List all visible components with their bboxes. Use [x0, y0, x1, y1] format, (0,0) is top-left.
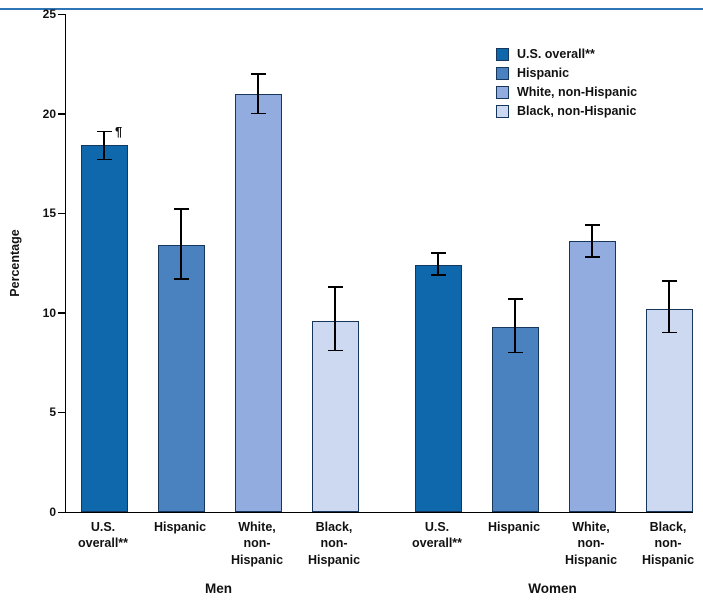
bar-men-hispanic	[157, 245, 205, 512]
y-tick-mark-20	[58, 113, 65, 115]
error-bar-men-black-non-hispanic	[334, 286, 336, 351]
y-tick-label-5: 5	[49, 405, 56, 420]
bar-men-u-s-overall	[80, 145, 128, 512]
x-tick-label-men-white-non-hispanic: White, non- Hispanic	[230, 520, 284, 567]
error-cap-low-men-black-non-hispanic	[327, 349, 343, 352]
y-tick-mark-25	[58, 13, 65, 15]
bar-women-white-non-hispanic	[568, 241, 616, 512]
y-tick-mark-10	[58, 312, 65, 314]
error-cap-high-women-hispanic	[507, 298, 523, 300]
error-cap-low-men-white-non-hispanic	[250, 112, 266, 115]
bar-women-black-non-hispanic	[645, 308, 693, 512]
x-tick-label-women-white-non-hispanic: White, non- Hispanic	[564, 520, 618, 567]
legend-label-hispanic: Hispanic	[517, 66, 570, 80]
error-bar-women-hispanic	[514, 298, 516, 353]
error-cap-low-women-black-non-hispanic	[661, 331, 677, 334]
x-tick-label-women-black-non-hispanic: Black, non- Hispanic	[641, 520, 695, 567]
error-bar-women-black-non-hispanic	[668, 280, 670, 333]
error-cap-high-women-u-s-overall	[430, 252, 446, 254]
x-tick-label-women-u-s-overall: U.S. overall**	[411, 520, 463, 551]
y-axis-label: Percentage	[8, 229, 22, 297]
plot-area: U.S. overall** Hispanic White, non-Hispani…	[65, 14, 693, 513]
error-bar-women-u-s-overall	[437, 253, 439, 275]
bar-men-white-non-hispanic	[234, 93, 282, 512]
legend-item-hispanic: Hispanic	[496, 66, 637, 80]
error-cap-high-women-black-non-hispanic	[661, 280, 677, 282]
bar-men-black-non-hispanic	[311, 320, 359, 512]
error-cap-high-women-white-non-hispanic	[584, 224, 600, 226]
annotation-pilcrow: ¶	[115, 123, 123, 139]
bar-women-u-s-overall	[414, 265, 462, 512]
group-label-women: Women	[528, 581, 577, 596]
x-tick-label-women-hispanic: Hispanic	[487, 520, 541, 534]
y-tick-label-25: 25	[42, 7, 56, 21]
y-tick-label-10: 10	[42, 305, 56, 320]
y-tick-label-0: 0	[49, 505, 56, 519]
bar-women-hispanic	[491, 326, 539, 512]
group-label-men: Men	[205, 581, 232, 596]
error-cap-low-men-hispanic	[173, 278, 189, 280]
y-tick-mark-5	[58, 411, 65, 414]
x-tick-label-men-hispanic: Hispanic	[153, 520, 207, 534]
error-bar-men-white-non-hispanic	[257, 73, 259, 114]
y-tick-label-20: 20	[42, 106, 56, 121]
error-cap-low-women-white-non-hispanic	[584, 256, 600, 258]
legend-label-u-s-overall: U.S. overall**	[517, 47, 595, 61]
error-cap-high-men-white-non-hispanic	[250, 73, 266, 75]
legend-swatch-hispanic	[496, 66, 509, 80]
x-tick-label-men-black-non-hispanic: Black, non- Hispanic	[307, 520, 361, 567]
error-cap-low-women-hispanic	[507, 351, 523, 354]
x-tick-label-men-u-s-overall: U.S. overall**	[77, 520, 129, 551]
error-cap-high-men-hispanic	[173, 208, 189, 210]
error-cap-high-men-black-non-hispanic	[327, 286, 343, 288]
y-tick-label-15: 15	[42, 206, 56, 221]
legend: U.S. overall** Hispanic White, non-Hispani…	[496, 47, 637, 118]
top-rule	[0, 8, 703, 10]
legend-swatch-white-non-hispanic	[496, 85, 509, 99]
legend-swatch-u-s-overall	[496, 47, 509, 61]
error-bar-men-u-s-overall	[103, 131, 105, 160]
legend-item-u-s-overall: U.S. overall**	[496, 47, 637, 61]
y-tick-mark-15	[58, 212, 65, 215]
legend-label-black-non-hispanic: Black, non-Hispanic	[517, 104, 637, 118]
error-cap-high-men-u-s-overall	[96, 130, 112, 133]
legend-swatch-black-non-hispanic	[496, 104, 509, 118]
error-bar-men-hispanic	[180, 209, 182, 279]
error-bar-women-white-non-hispanic	[591, 225, 593, 257]
legend-item-white-non-hispanic: White, non-Hispanic	[496, 85, 637, 99]
legend-label-white-non-hispanic: White, non-Hispanic	[517, 85, 638, 99]
error-cap-low-men-u-s-overall	[96, 158, 112, 161]
legend-item-black-non-hispanic: Black, non-Hispanic	[496, 104, 637, 118]
y-tick-mark-0	[58, 511, 65, 513]
error-cap-low-women-u-s-overall	[430, 274, 446, 276]
